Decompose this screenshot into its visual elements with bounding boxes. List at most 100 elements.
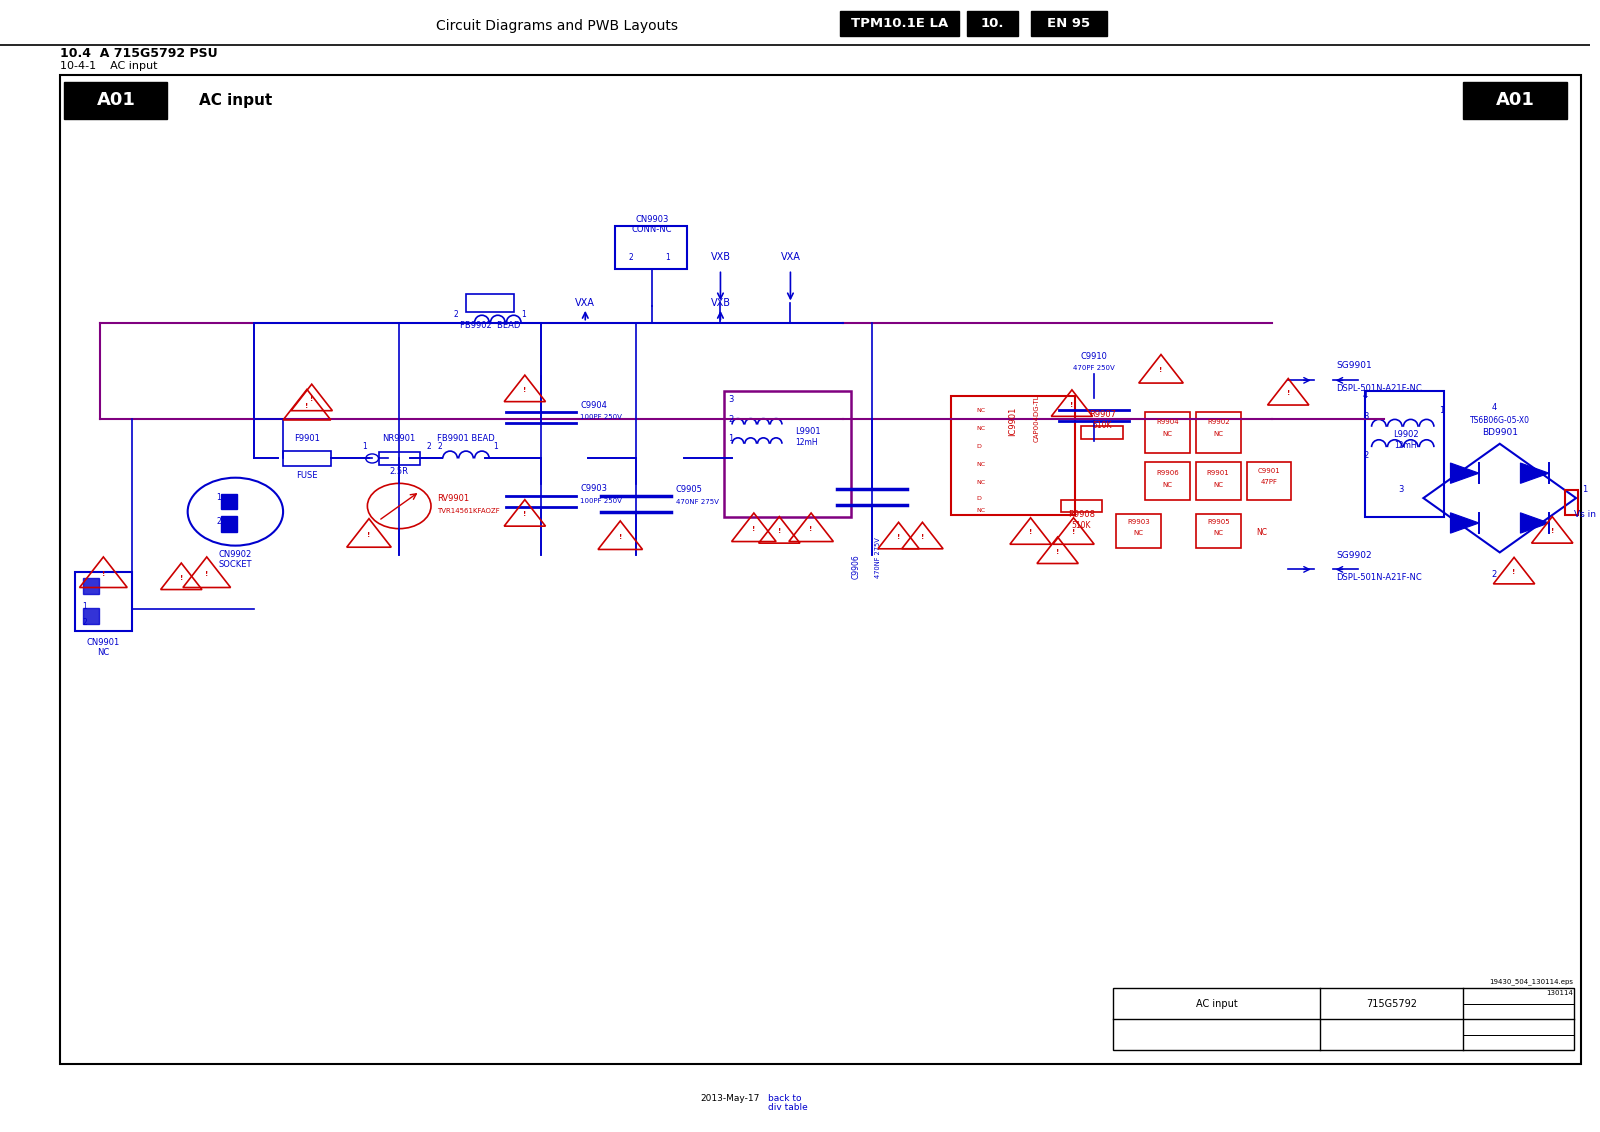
Text: 2: 2 [437, 443, 442, 452]
Text: TS6B06G-05-X0: TS6B06G-05-X0 [1470, 417, 1530, 426]
Text: R9903: R9903 [1128, 520, 1150, 525]
Text: NC: NC [976, 462, 986, 468]
Text: !: ! [1070, 402, 1074, 408]
Text: back to: back to [768, 1094, 802, 1103]
Bar [221, 494, 237, 509]
Text: 4: 4 [1363, 392, 1368, 401]
Text: 2: 2 [728, 415, 734, 424]
Text: 510K: 510K [1072, 521, 1091, 530]
Text: VXB: VXB [710, 298, 731, 308]
Text: !: ! [1029, 530, 1032, 535]
Text: !: ! [368, 532, 371, 538]
Text: IC9901: IC9901 [1008, 406, 1018, 436]
Text: NC: NC [1134, 531, 1144, 537]
Text: NR9901: NR9901 [382, 435, 416, 444]
Text: !: ! [523, 512, 526, 517]
Text: 470NF 275V: 470NF 275V [675, 499, 718, 505]
Text: 1: 1 [664, 254, 669, 263]
Bar [616, 226, 686, 269]
Text: CN9902: CN9902 [219, 550, 253, 559]
Text: C9906: C9906 [851, 555, 861, 580]
Text: !: ! [898, 534, 901, 540]
Text: !: ! [1512, 569, 1515, 575]
Bar [1195, 514, 1240, 548]
Text: !: ! [1160, 368, 1163, 374]
Text: 1: 1 [216, 494, 221, 503]
Bar [1117, 514, 1162, 548]
Bar [966, 11, 1018, 36]
Text: 47PF: 47PF [1261, 480, 1278, 486]
Bar [950, 396, 1075, 515]
Text: SG9902: SG9902 [1336, 551, 1371, 560]
Bar [1462, 1019, 1574, 1035]
Text: BD9901: BD9901 [1482, 428, 1518, 437]
Text: D: D [976, 444, 981, 449]
Polygon shape [1520, 513, 1549, 533]
Text: 10.4  A 715G5792 PSU: 10.4 A 715G5792 PSU [61, 46, 218, 60]
Text: !: ! [752, 526, 755, 532]
Text: 1: 1 [493, 443, 498, 452]
Bar [379, 452, 419, 465]
Text: 100PF 250V: 100PF 250V [581, 498, 622, 504]
Text: 3: 3 [1398, 486, 1403, 495]
Text: CN9901: CN9901 [86, 638, 120, 648]
Text: 1: 1 [1582, 486, 1587, 495]
Text: !: ! [778, 529, 781, 534]
Text: NC: NC [1213, 531, 1224, 537]
Text: 12mH: 12mH [1395, 441, 1418, 451]
Text: NC: NC [976, 426, 986, 431]
Text: EN 95: EN 95 [1046, 17, 1090, 31]
Text: R9904: R9904 [1157, 420, 1179, 426]
Bar [1030, 11, 1107, 36]
Text: 2: 2 [1363, 452, 1368, 461]
Text: NC: NC [976, 507, 986, 513]
Polygon shape [1451, 463, 1478, 483]
Text: 10-4-1    AC input: 10-4-1 AC input [61, 61, 158, 70]
Text: TPM10.1E LA: TPM10.1E LA [851, 17, 947, 31]
Text: 1: 1 [1440, 406, 1445, 415]
Text: C9905: C9905 [675, 486, 702, 495]
Text: 1: 1 [83, 602, 88, 611]
Bar [83, 578, 99, 594]
Text: A01: A01 [1496, 92, 1534, 109]
Text: R9906: R9906 [1155, 471, 1179, 477]
Text: A01: A01 [96, 92, 136, 109]
Text: Circuit Diagrams and PWB Layouts: Circuit Diagrams and PWB Layouts [435, 19, 678, 33]
Text: C9901: C9901 [1258, 469, 1280, 474]
Text: R9908: R9908 [1067, 511, 1094, 520]
Text: !: ! [1286, 391, 1290, 396]
Bar [283, 451, 331, 466]
Text: !: ! [179, 575, 182, 581]
Text: 4: 4 [1491, 403, 1498, 412]
Bar [1146, 412, 1190, 453]
Text: 100PF 250V: 100PF 250V [581, 414, 622, 420]
Text: !: ! [1056, 549, 1059, 555]
Text: 3: 3 [1363, 412, 1368, 421]
Bar [466, 294, 514, 312]
Bar [723, 391, 851, 517]
Text: div table: div table [768, 1103, 808, 1112]
Bar [1061, 499, 1102, 512]
Text: NC: NC [1213, 482, 1224, 488]
Text: Vs in: Vs in [1574, 511, 1597, 520]
Text: NC: NC [976, 408, 986, 413]
Text: 2: 2 [216, 517, 221, 526]
Text: 3: 3 [728, 395, 734, 404]
Bar [1565, 490, 1578, 515]
Text: AC input: AC input [1195, 998, 1237, 1009]
Text: 470NF 275V: 470NF 275V [875, 538, 882, 578]
Text: FB9901 BEAD: FB9901 BEAD [437, 435, 494, 444]
Text: !: ! [922, 534, 925, 540]
Text: VXA: VXA [781, 252, 800, 263]
Text: 470PF 250V: 470PF 250V [1074, 366, 1115, 371]
Text: NC: NC [1213, 431, 1224, 437]
Text: 510K: 510K [1093, 421, 1112, 430]
Bar [64, 82, 166, 119]
Text: NC: NC [1256, 529, 1267, 538]
Bar [1462, 1004, 1574, 1019]
Text: L9902: L9902 [1394, 430, 1419, 439]
Bar [1114, 988, 1574, 1050]
Text: FUSE: FUSE [296, 471, 318, 480]
Text: CN9903: CN9903 [635, 215, 669, 224]
Text: 12mH: 12mH [795, 438, 818, 447]
